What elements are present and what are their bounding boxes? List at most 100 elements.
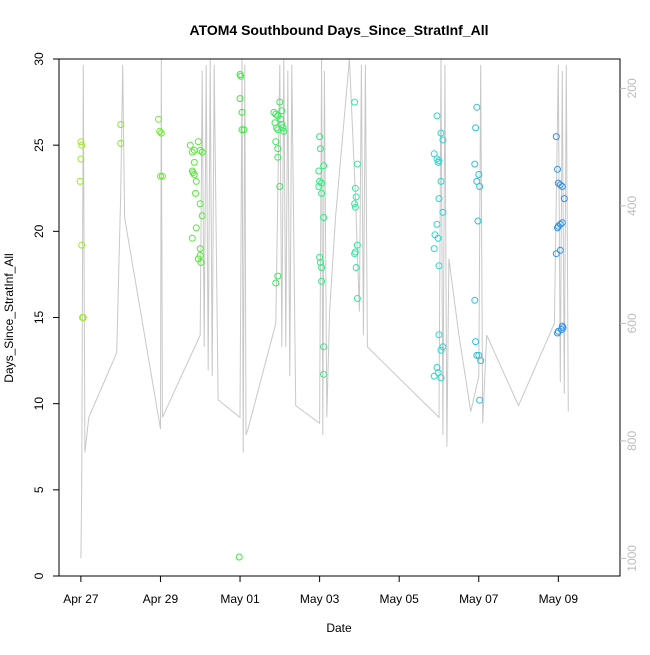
data-point	[76, 177, 84, 185]
data-point	[476, 183, 484, 190]
data-point	[79, 314, 87, 321]
data-point	[196, 252, 204, 259]
data-point	[437, 374, 445, 382]
data-point	[435, 157, 443, 165]
data-point	[77, 138, 85, 146]
x-tick-label: May 03	[300, 592, 340, 606]
y2-axis: 200 400 600 800 1000	[620, 78, 639, 572]
data-point	[190, 171, 198, 178]
data-point	[433, 112, 441, 120]
data-point	[186, 141, 194, 149]
data-point	[437, 129, 445, 137]
data-point	[476, 396, 484, 404]
data-point	[316, 253, 324, 261]
data-point	[157, 172, 164, 180]
data-point	[194, 138, 202, 146]
x-tick-label: Apr 29	[143, 592, 179, 606]
data-point	[558, 183, 566, 190]
y-tick-label: 5	[32, 486, 46, 493]
x-tick-label: Apr 27	[63, 592, 99, 606]
data-point	[472, 124, 480, 132]
data-point	[351, 98, 359, 106]
data-point	[437, 346, 445, 354]
data-point	[190, 158, 198, 166]
data-point	[238, 126, 246, 134]
data-point	[189, 169, 197, 177]
data-point	[351, 200, 359, 208]
data-point	[117, 121, 125, 128]
y2-tick-label: 200	[625, 78, 639, 98]
data-point	[197, 258, 205, 266]
data-point	[474, 217, 482, 225]
data-point	[352, 193, 360, 201]
x-axis: Apr 27 Apr 29 May 01 May 03 May 05 May 07 May …	[63, 576, 578, 606]
data-point	[198, 148, 206, 156]
y-tick-label: 25	[32, 138, 46, 152]
data-point	[351, 184, 359, 192]
y2-tick-label: 800	[625, 431, 639, 451]
data-point	[117, 139, 125, 147]
data-point	[192, 177, 200, 185]
x-tick-label: May 07	[459, 592, 499, 606]
data-point	[320, 370, 328, 378]
data-point	[351, 250, 359, 258]
data-point	[276, 183, 284, 190]
data-point	[280, 127, 288, 135]
data-point	[316, 177, 324, 185]
data-point	[560, 195, 568, 203]
data-point	[316, 145, 324, 153]
data-point	[77, 155, 85, 163]
data-point	[156, 127, 164, 135]
y-tick-label: 10	[32, 397, 46, 411]
data-point	[316, 133, 324, 141]
data-point	[552, 250, 560, 258]
y-tick-label: 20	[32, 224, 46, 238]
data-point	[278, 121, 286, 128]
data-point	[318, 264, 326, 271]
data-point	[433, 364, 441, 371]
data-point	[192, 224, 200, 232]
data-point	[78, 141, 86, 149]
data-point	[554, 179, 562, 187]
data-point	[155, 115, 162, 123]
data-point	[188, 234, 196, 242]
data-point	[240, 126, 248, 134]
data-point	[433, 155, 441, 163]
data-point	[238, 108, 246, 116]
data-point	[437, 177, 445, 185]
data-point	[471, 296, 479, 304]
y-tick-label: 0	[32, 572, 46, 579]
data-point	[554, 327, 562, 335]
data-point	[439, 136, 447, 144]
data-point	[473, 177, 481, 185]
x-tick-label: May 01	[220, 592, 260, 606]
data-point	[235, 553, 243, 561]
data-point	[270, 108, 278, 116]
data-point	[552, 133, 560, 141]
data-point	[475, 171, 483, 178]
data-point	[430, 245, 438, 253]
data-point	[471, 160, 479, 168]
plot-frame	[58, 58, 621, 577]
chart-title: ATOM4 Southbound Days_Since_StratInf_All	[190, 22, 489, 38]
x-tick-label: May 05	[380, 592, 420, 606]
data-point	[278, 107, 286, 115]
data-point	[279, 124, 287, 132]
data-point	[237, 72, 245, 80]
y2-tick-label: 1000	[625, 545, 639, 572]
data-point	[352, 264, 360, 271]
data-point	[477, 357, 485, 365]
y-axis: 0 5 10 15 20 25 30	[32, 52, 59, 579]
data-point	[556, 181, 564, 189]
data-point	[274, 272, 282, 280]
data-point	[78, 241, 86, 249]
data-point	[556, 246, 564, 254]
data-point	[276, 98, 284, 106]
data-point	[353, 241, 361, 249]
data-point	[315, 167, 323, 175]
data-point	[435, 331, 443, 339]
data-point	[439, 208, 447, 216]
data-point	[554, 165, 561, 173]
data-point	[320, 214, 328, 221]
